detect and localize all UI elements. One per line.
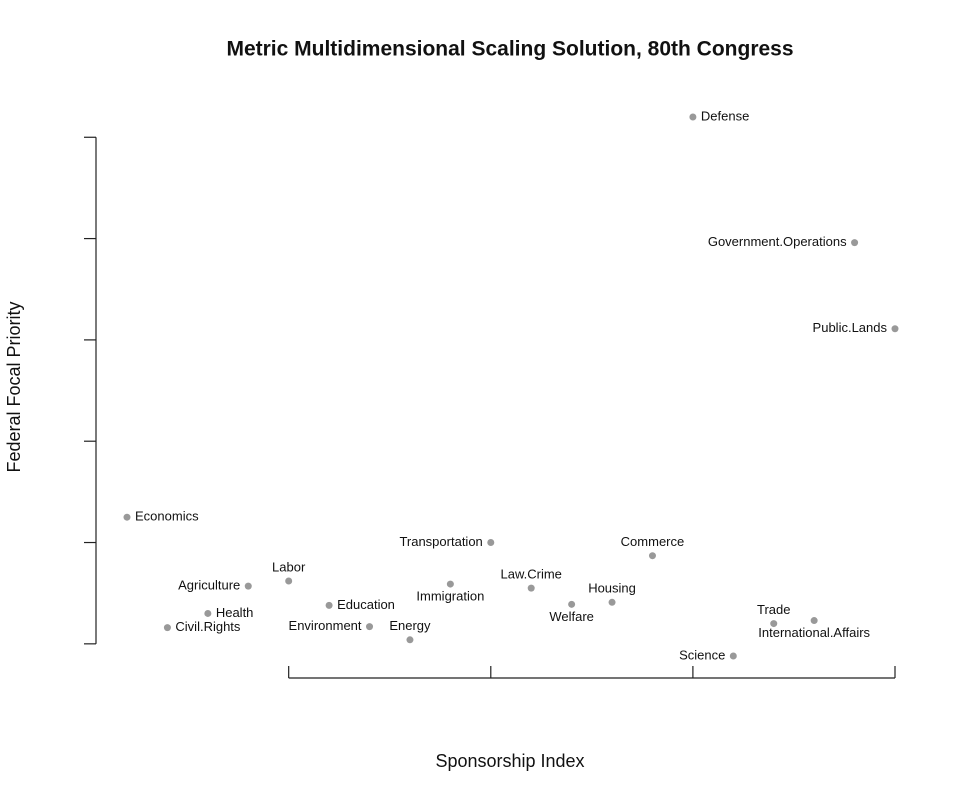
point-label: Commerce xyxy=(621,534,685,549)
y-axis-label: Federal Focal Priority xyxy=(4,301,24,472)
point xyxy=(527,584,535,592)
point-label: Housing xyxy=(588,581,636,596)
point-label: Energy xyxy=(389,618,431,633)
point xyxy=(648,552,656,560)
point-label: Law.Crime xyxy=(500,567,561,582)
point xyxy=(446,580,454,588)
point xyxy=(689,113,697,121)
point-label: Trade xyxy=(757,602,790,617)
point-label: Immigration xyxy=(416,589,484,604)
point-label: Government.Operations xyxy=(708,234,847,249)
point xyxy=(608,598,616,606)
x-axis-label: Sponsorship Index xyxy=(435,751,584,771)
point xyxy=(770,620,778,628)
point xyxy=(244,582,252,590)
point-label: Science xyxy=(679,647,725,662)
point xyxy=(123,513,131,521)
point xyxy=(204,609,212,617)
point-label: Welfare xyxy=(549,609,594,624)
point xyxy=(285,577,293,585)
point-label: Labor xyxy=(272,559,306,574)
chart-title: Metric Multidimensional Scaling Solution… xyxy=(226,38,793,61)
point xyxy=(366,623,374,631)
point xyxy=(810,617,818,625)
point xyxy=(406,636,414,644)
point xyxy=(568,600,576,608)
point-label: Agriculture xyxy=(178,578,240,593)
point-label: Transportation xyxy=(399,534,482,549)
point-label: International.Affairs xyxy=(758,625,870,640)
point-label: Economics xyxy=(135,509,199,524)
point xyxy=(851,239,859,247)
point xyxy=(891,325,899,333)
point-label: Defense xyxy=(701,108,749,123)
point-label: Education xyxy=(337,597,395,612)
point xyxy=(325,601,333,609)
point-label: Health xyxy=(216,605,254,620)
point-label: Civil.Rights xyxy=(175,619,241,634)
point xyxy=(163,624,171,632)
point xyxy=(487,539,495,547)
point-label: Public.Lands xyxy=(813,320,888,335)
point xyxy=(729,652,737,660)
point-label: Environment xyxy=(289,618,362,633)
